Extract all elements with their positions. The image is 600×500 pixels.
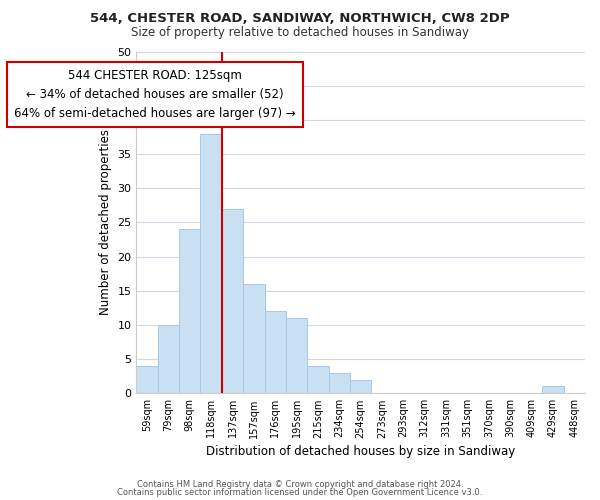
Text: Contains public sector information licensed under the Open Government Licence v3: Contains public sector information licen… <box>118 488 482 497</box>
Bar <box>307 366 329 394</box>
Text: Size of property relative to detached houses in Sandiway: Size of property relative to detached ho… <box>131 26 469 39</box>
Y-axis label: Number of detached properties: Number of detached properties <box>99 130 112 316</box>
X-axis label: Distribution of detached houses by size in Sandiway: Distribution of detached houses by size … <box>206 444 515 458</box>
Bar <box>200 134 222 394</box>
Bar <box>542 386 563 394</box>
Bar <box>243 284 265 394</box>
Bar <box>222 208 243 394</box>
Bar <box>158 325 179 394</box>
Bar <box>136 366 158 394</box>
Bar <box>350 380 371 394</box>
Text: 544, CHESTER ROAD, SANDIWAY, NORTHWICH, CW8 2DP: 544, CHESTER ROAD, SANDIWAY, NORTHWICH, … <box>90 12 510 26</box>
Text: 544 CHESTER ROAD: 125sqm
← 34% of detached houses are smaller (52)
64% of semi-d: 544 CHESTER ROAD: 125sqm ← 34% of detach… <box>14 68 296 120</box>
Bar <box>179 229 200 394</box>
Text: Contains HM Land Registry data © Crown copyright and database right 2024.: Contains HM Land Registry data © Crown c… <box>137 480 463 489</box>
Bar <box>286 318 307 394</box>
Bar <box>265 312 286 394</box>
Bar <box>329 373 350 394</box>
